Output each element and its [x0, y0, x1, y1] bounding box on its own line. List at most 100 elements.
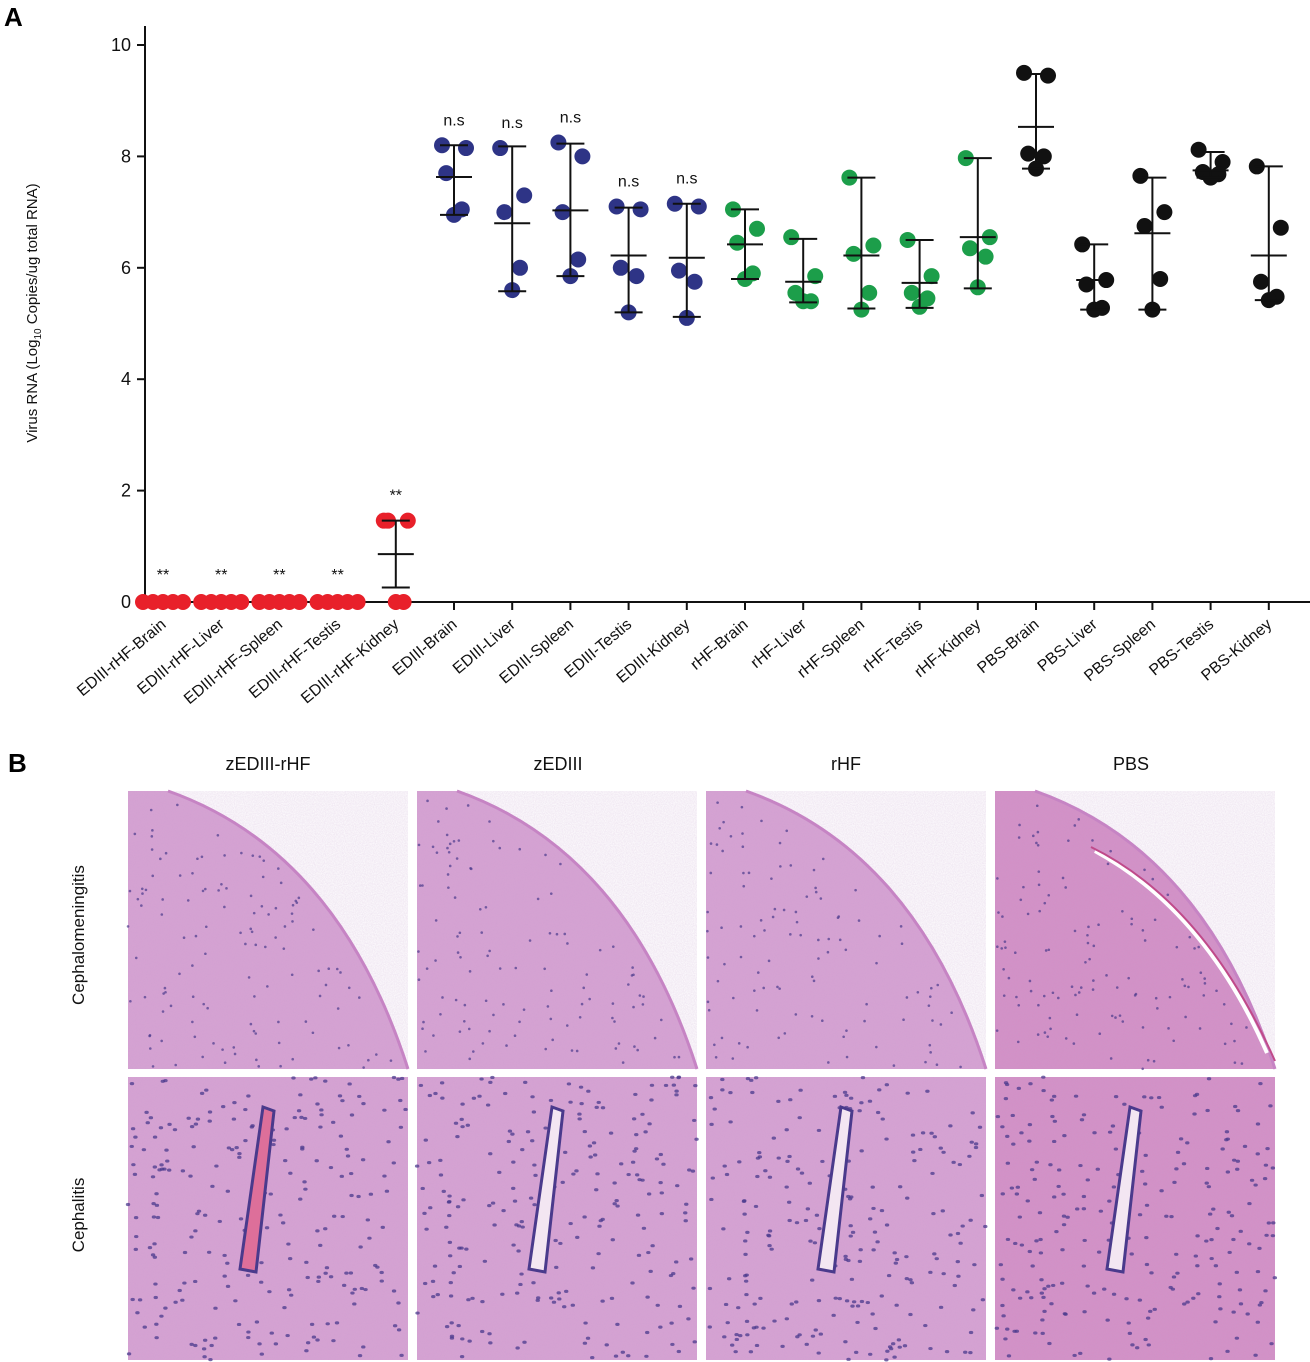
cell-nucleus [440, 1096, 445, 1100]
cell-nucleus [1263, 1289, 1268, 1293]
cell-nucleus [924, 1060, 927, 1064]
cell-nucleus [759, 919, 763, 922]
cell-nucleus [488, 1341, 493, 1345]
cell-nucleus [350, 1291, 355, 1295]
cell-nucleus [226, 1146, 232, 1150]
data-point [1040, 67, 1056, 84]
cell-nucleus [1153, 918, 1157, 922]
cell-nucleus [1257, 1246, 1262, 1250]
cell-nucleus [414, 1164, 420, 1168]
cell-nucleus [426, 799, 429, 803]
cell-nucleus [186, 899, 190, 902]
cell-nucleus [1215, 989, 1218, 993]
cell-nucleus [935, 1063, 939, 1067]
cell-nucleus [206, 1250, 212, 1254]
data-point [175, 594, 191, 610]
cell-nucleus [1051, 1094, 1057, 1098]
cell-nucleus [788, 1098, 793, 1102]
cell-nucleus [128, 889, 132, 893]
cell-nucleus [810, 1014, 814, 1018]
cell-nucleus [753, 1076, 759, 1080]
cell-nucleus [1013, 1241, 1018, 1246]
cell-nucleus [339, 971, 342, 974]
cell-nucleus [646, 1250, 651, 1255]
cell-nucleus [418, 1083, 424, 1088]
cell-nucleus [626, 1172, 631, 1177]
cell-nucleus [299, 1115, 304, 1119]
cell-nucleus [1000, 1125, 1005, 1129]
cell-nucleus [427, 1093, 433, 1098]
data-point [632, 201, 649, 218]
cell-nucleus [488, 1080, 493, 1085]
cell-nucleus [399, 1076, 405, 1081]
cell-nucleus [1095, 1167, 1100, 1171]
cell-nucleus [448, 864, 452, 868]
cell-nucleus [757, 1155, 763, 1159]
cell-nucleus [789, 864, 793, 867]
cell-nucleus [279, 881, 283, 885]
cell-nucleus [940, 1209, 945, 1213]
cell-nucleus [438, 1158, 443, 1162]
cell-nucleus [389, 1059, 393, 1062]
category-group-EDIII-Testis [608, 198, 649, 321]
cell-nucleus [1019, 1131, 1024, 1135]
cell-nucleus [600, 1217, 605, 1221]
cell-nucleus [596, 1100, 601, 1105]
cell-nucleus [1073, 824, 1077, 827]
cell-nucleus [286, 1288, 292, 1292]
cell-nucleus [767, 1175, 773, 1179]
cell-nucleus [1006, 1354, 1012, 1358]
cell-nucleus [1038, 1251, 1044, 1255]
cell-nucleus [417, 950, 420, 953]
cell-nucleus [762, 986, 765, 990]
cell-nucleus [373, 1263, 378, 1268]
cell-nucleus [311, 1031, 315, 1035]
cell-nucleus [807, 1181, 813, 1185]
cell-nucleus [894, 1257, 900, 1262]
cell-nucleus [1067, 839, 1070, 842]
cell-nucleus [1056, 1168, 1062, 1172]
cell-nucleus [133, 1247, 139, 1251]
cell-nucleus [1154, 996, 1158, 1000]
cell-nucleus [1143, 939, 1147, 942]
cell-nucleus [1096, 1250, 1102, 1254]
cell-nucleus [709, 1122, 714, 1127]
histology-tiles [125, 789, 1278, 1362]
cell-nucleus [1016, 1086, 1022, 1090]
cell-nucleus [1011, 1288, 1016, 1292]
cell-nucleus [644, 1330, 650, 1335]
cell-nucleus [352, 1302, 357, 1306]
cell-nucleus [222, 1274, 227, 1278]
cell-nucleus [817, 1227, 822, 1231]
ylabel-part1: Virus RNA (Log [24, 340, 41, 443]
cell-nucleus [352, 1287, 357, 1291]
cell-nucleus [274, 906, 278, 910]
cell-nucleus [687, 1168, 692, 1172]
cell-nucleus [960, 1224, 965, 1228]
cell-nucleus [357, 1094, 362, 1099]
cell-nucleus [1270, 1234, 1276, 1238]
cell-nucleus [1001, 915, 1004, 918]
cell-nucleus [151, 874, 155, 878]
cell-nucleus [361, 1101, 366, 1106]
cell-nucleus [980, 1298, 986, 1302]
cell-nucleus [627, 983, 630, 986]
cell-nucleus [152, 1242, 157, 1246]
cell-nucleus [318, 1243, 323, 1247]
cell-nucleus [741, 1199, 747, 1203]
category-group-rHF-Kidney [957, 150, 998, 296]
cell-nucleus [266, 985, 269, 988]
cell-nucleus [844, 948, 848, 952]
cell-nucleus [905, 996, 909, 999]
cell-nucleus [1245, 1312, 1250, 1316]
cell-nucleus [843, 1257, 849, 1262]
cell-nucleus [449, 1321, 454, 1325]
cell-nucleus [1197, 945, 1200, 949]
cell-nucleus [1022, 885, 1025, 889]
cell-nucleus [1107, 1357, 1112, 1361]
cell-nucleus [423, 1138, 428, 1142]
cell-nucleus [220, 882, 223, 886]
cell-nucleus [863, 1019, 866, 1023]
cell-nucleus [904, 1277, 910, 1281]
cell-nucleus [188, 1174, 193, 1178]
